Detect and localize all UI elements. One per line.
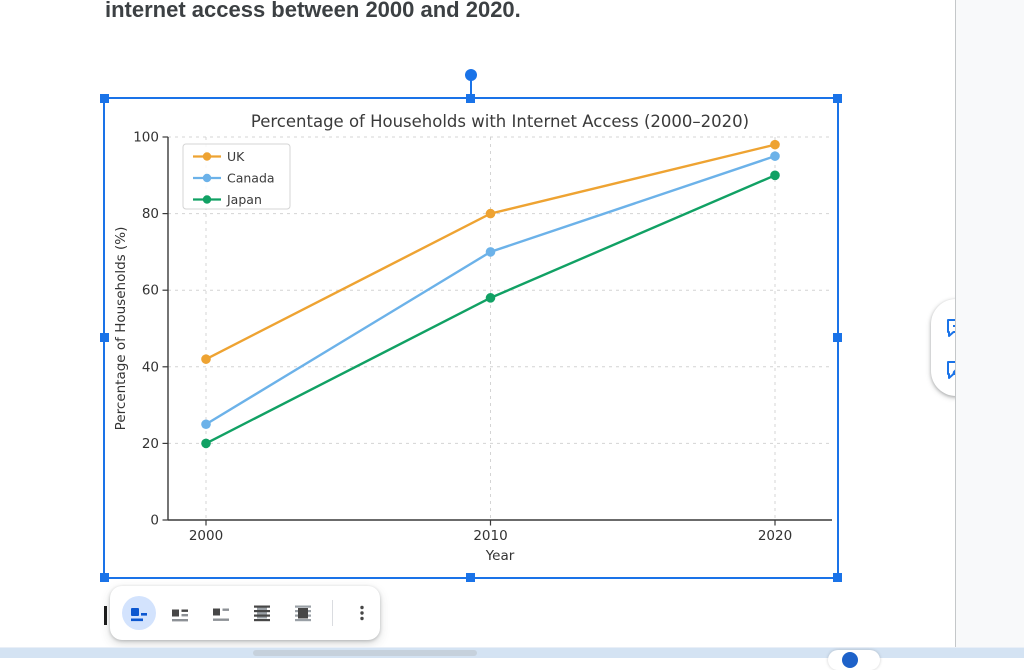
selection-handle-top-middle[interactable]: [466, 94, 475, 103]
svg-text:80: 80: [142, 206, 159, 222]
break-text-button[interactable]: [204, 596, 238, 630]
svg-text:Japan: Japan: [226, 192, 262, 207]
selection-handle-middle-left[interactable]: [100, 333, 109, 342]
svg-text:Canada: Canada: [227, 170, 275, 185]
in-front-of-text-button[interactable]: [286, 596, 320, 630]
svg-text:60: 60: [142, 283, 159, 299]
right-gutter: [955, 0, 1024, 647]
selection-handle-bottom-middle[interactable]: [466, 573, 475, 582]
selection-handle-top-left[interactable]: [100, 94, 109, 103]
document-heading: internet access between 2000 and 2020.: [105, 0, 521, 22]
selection-handle-bottom-left[interactable]: [100, 573, 109, 582]
rotate-handle[interactable]: [465, 69, 477, 81]
svg-text:2020: 2020: [758, 528, 792, 544]
svg-text:20: 20: [142, 436, 159, 452]
svg-text:100: 100: [133, 130, 159, 146]
in-line-icon: [131, 608, 147, 622]
break-text-icon: [213, 608, 229, 621]
svg-text:Percentage of Households with: Percentage of Households with Internet A…: [251, 112, 749, 131]
bottom-right-widget: [828, 650, 880, 670]
svg-text:Percentage of Households (%): Percentage of Households (%): [113, 227, 129, 431]
image-options-toolbar: [110, 586, 380, 640]
svg-text:2000: 2000: [189, 528, 223, 544]
chart-legend: UK Canada Japan: [182, 143, 291, 210]
selected-chart-image[interactable]: 0 20 40 60 80 100 2000 2010 2020 Year Percentage o…: [100, 69, 842, 582]
widget-blue-dot: [842, 652, 858, 668]
toolbar-divider: [332, 600, 333, 626]
more-options-icon: [360, 605, 364, 621]
svg-text:UK: UK: [227, 149, 245, 164]
in-line-button[interactable]: [122, 596, 156, 630]
svg-text:0: 0: [150, 513, 159, 529]
series-Japan: [201, 170, 780, 449]
horizontal-scrollbar-thumb[interactable]: [253, 650, 477, 656]
in-front-of-text-icon: [295, 605, 311, 622]
text-cursor: [104, 606, 107, 625]
svg-text:Year: Year: [485, 548, 515, 564]
svg-text:40: 40: [142, 359, 159, 375]
behind-text-button[interactable]: [245, 596, 279, 630]
behind-text-icon: [254, 605, 270, 622]
wrap-text-icon: [172, 609, 188, 622]
rotate-handle-stem: [469, 80, 472, 99]
more-options-button[interactable]: [345, 596, 379, 630]
selection-handle-middle-right[interactable]: [833, 333, 842, 342]
bottom-window-strip: [0, 647, 1024, 658]
chart-ticks: [162, 136, 776, 526]
chart: 0 20 40 60 80 100 2000 2010 2020 Year Percentage o…: [113, 112, 832, 564]
selection-handle-bottom-right[interactable]: [833, 573, 842, 582]
series-Canada: [201, 151, 780, 430]
wrap-text-button[interactable]: [163, 596, 197, 630]
series-UK: [201, 139, 780, 364]
selection-handle-top-right[interactable]: [833, 94, 842, 103]
svg-text:2010: 2010: [473, 528, 507, 544]
